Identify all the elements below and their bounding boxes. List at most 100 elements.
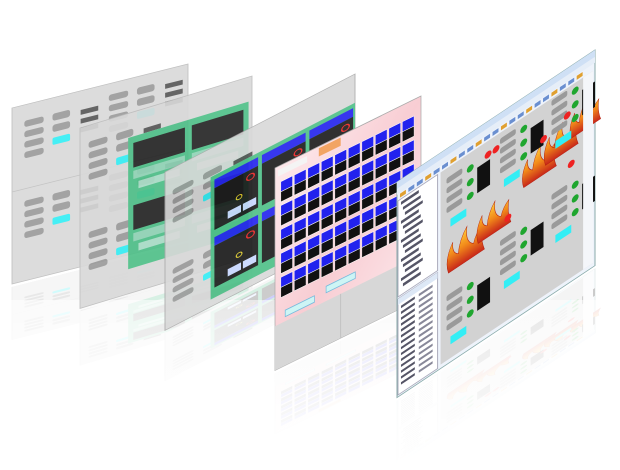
grid-cell-body	[334, 230, 347, 248]
toolbar-icon	[559, 83, 566, 92]
grey-button	[24, 137, 44, 148]
tree-item	[404, 219, 423, 235]
grey-button	[499, 158, 516, 174]
property-value	[418, 337, 433, 350]
alarm-indicator	[340, 123, 351, 132]
grid-cell-body	[307, 244, 320, 261]
property-name	[400, 343, 415, 356]
property-name	[400, 361, 415, 373]
grid-cell-body	[348, 200, 361, 217]
toolbar-icon	[399, 189, 406, 198]
cyan-button	[503, 168, 520, 188]
toolbar-icon	[517, 111, 524, 120]
grid-cell-body	[348, 248, 361, 265]
grey-button	[446, 296, 463, 311]
card-button	[242, 196, 257, 212]
property-name	[400, 325, 415, 338]
cyan-button	[450, 325, 467, 345]
toolbar-icon	[408, 184, 415, 193]
toolbar-icon	[576, 71, 583, 80]
grey-button	[24, 207, 44, 218]
status-green-icon	[571, 86, 579, 95]
readout-box	[80, 114, 99, 124]
property-name	[400, 355, 415, 368]
grid-cell-body	[321, 261, 334, 279]
grey-button	[136, 84, 155, 95]
grey-button	[446, 168, 463, 184]
grey-button	[551, 120, 568, 135]
grid-cell-body	[294, 178, 307, 196]
toolbar-icon	[526, 105, 533, 114]
grid-cell-body	[375, 210, 388, 228]
grey-button	[172, 198, 194, 214]
grid-cell-body	[294, 250, 307, 268]
status-indicator	[235, 194, 243, 201]
grid-cell-body	[375, 162, 388, 180]
grey-button	[52, 190, 71, 201]
grey-button	[24, 227, 44, 238]
property-name	[400, 302, 415, 315]
toolbar-icon	[475, 139, 482, 148]
readout-box	[143, 123, 161, 134]
alarm-red-icon	[492, 145, 500, 154]
grid-cell-body	[321, 189, 334, 207]
toolbar-icon	[509, 116, 516, 125]
cyan-button	[136, 291, 155, 298]
grey-button	[446, 188, 463, 203]
grid-cell-body	[334, 159, 347, 176]
status-row	[133, 155, 185, 180]
grey-button	[499, 129, 516, 144]
grey-button	[88, 226, 108, 238]
status-green-icon	[571, 208, 579, 217]
grey-button	[203, 165, 223, 180]
tree-item	[402, 195, 421, 210]
readout-box	[477, 159, 491, 194]
grey-button	[172, 179, 194, 195]
alarm-indicator	[245, 230, 256, 239]
alarm-indicator	[293, 148, 303, 157]
grid-cell-body	[307, 196, 320, 213]
panels	[11, 49, 601, 399]
toolbar-icon	[543, 94, 549, 103]
toolbar-icon	[492, 128, 499, 136]
property-value	[418, 302, 433, 314]
grey-button	[446, 305, 463, 321]
tree-item	[400, 209, 419, 224]
grid-cell-body	[280, 209, 293, 227]
alarm-red-icon	[540, 135, 547, 144]
grey-button	[108, 101, 129, 112]
grid-cell-body	[348, 176, 361, 193]
grey-button	[52, 294, 71, 301]
grey-button	[88, 248, 108, 260]
readout-box	[477, 276, 491, 311]
cyan-button	[52, 133, 71, 145]
tree-item	[400, 247, 419, 263]
readout-box	[80, 105, 99, 115]
grid-cell-body	[361, 217, 374, 235]
tree-item	[402, 214, 421, 230]
status-green-icon	[466, 309, 474, 318]
property-value	[418, 319, 433, 332]
grey-button	[52, 291, 71, 298]
window-titlebar	[397, 49, 596, 189]
property-name	[400, 331, 415, 344]
grid-cell-body	[294, 274, 307, 292]
menu-bar	[397, 56, 596, 195]
tree-item	[400, 266, 419, 282]
property-name	[400, 296, 415, 309]
card-button	[227, 204, 242, 219]
title-label	[277, 155, 308, 177]
grid-cell-body	[361, 241, 374, 259]
grid-cell-body	[375, 139, 388, 156]
status-green-icon	[520, 138, 528, 147]
readout-box	[165, 79, 183, 89]
status-indicator	[235, 251, 243, 258]
tree-item	[404, 238, 423, 254]
toolbar-icon	[442, 161, 448, 170]
grey-button	[88, 168, 108, 180]
grid-cell-body	[375, 186, 388, 204]
grid-cell-body	[280, 233, 293, 251]
grey-button	[116, 128, 134, 141]
